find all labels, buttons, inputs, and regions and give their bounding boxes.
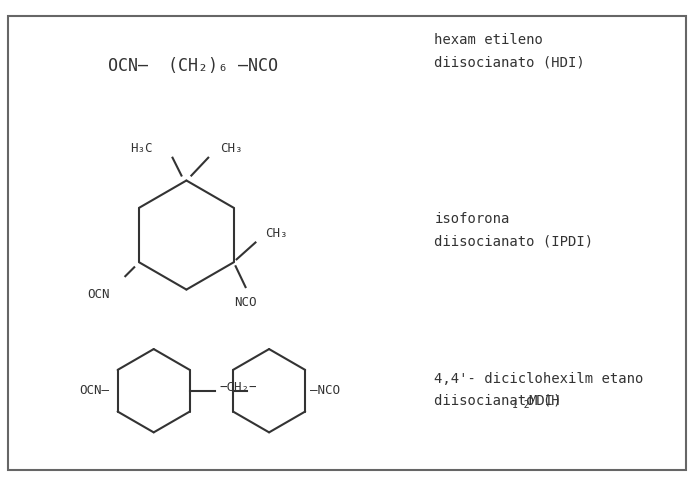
- Text: hexam etileno
diisocianato (HDI): hexam etileno diisocianato (HDI): [434, 33, 585, 70]
- Text: isoforona
diisocianato (IPDI): isoforona diisocianato (IPDI): [434, 212, 594, 249]
- Text: NCO: NCO: [234, 296, 257, 309]
- Text: CH₃: CH₃: [265, 227, 288, 240]
- Text: OCN: OCN: [87, 288, 109, 301]
- Text: OCN—: OCN—: [80, 384, 110, 397]
- Text: H₃C: H₃C: [130, 142, 153, 155]
- Text: −CH₂−: −CH₂−: [220, 381, 257, 394]
- Text: CH₃: CH₃: [220, 142, 243, 155]
- Text: —NCO: —NCO: [310, 384, 340, 397]
- Text: diisocianato (H: diisocianato (H: [434, 394, 560, 408]
- FancyBboxPatch shape: [8, 16, 686, 470]
- Text: OCN—  (CH₂)₆ —NCO: OCN— (CH₂)₆ —NCO: [108, 58, 279, 75]
- Text: 4,4'- diciclohexilm etano: 4,4'- diciclohexilm etano: [434, 372, 644, 386]
- Text: 1 2: 1 2: [512, 400, 529, 409]
- Text: MDI): MDI): [528, 394, 562, 408]
